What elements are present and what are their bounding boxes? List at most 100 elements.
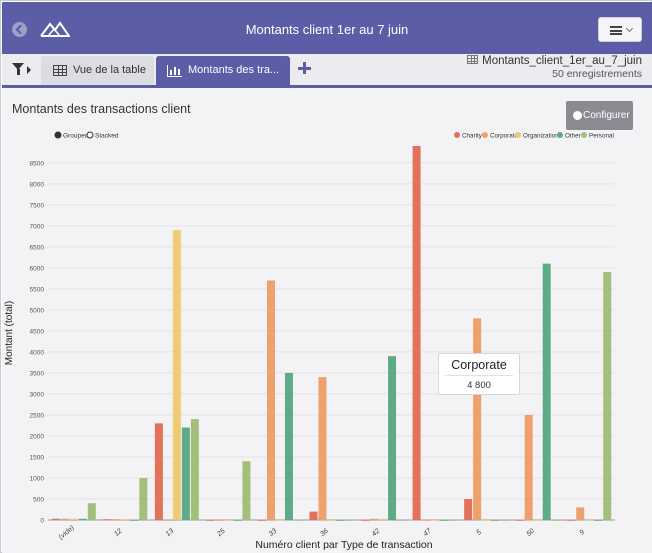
main-menu-button[interactable] xyxy=(598,17,642,42)
legend-item: Other xyxy=(565,133,581,140)
y-tick-label: 3500 xyxy=(30,370,45,377)
bar xyxy=(430,520,439,521)
caret-right-icon xyxy=(27,66,31,74)
bar xyxy=(567,520,576,521)
bar xyxy=(172,230,181,521)
bar xyxy=(112,519,121,520)
bar xyxy=(130,520,139,521)
add-tab-button[interactable] xyxy=(298,62,312,76)
tab-label: Vue de la table xyxy=(73,64,146,76)
chevron-down-icon xyxy=(625,24,634,33)
y-tick-label: 2500 xyxy=(30,412,45,419)
bar-chart-icon xyxy=(167,65,182,77)
bar xyxy=(336,520,345,521)
y-tick-label: 0 xyxy=(40,518,44,525)
bar xyxy=(388,356,397,520)
dataset-info: Montants_client_1er_au_7_juin 50 enregis… xyxy=(467,55,642,80)
x-tick-label: 25 xyxy=(215,528,226,539)
x-tick-label: 12 xyxy=(113,528,124,538)
mountain-logo-icon xyxy=(40,21,70,37)
tab-bar: Vue de la table Montants des tra... Mont… xyxy=(2,54,652,85)
toggle-label: Stacked xyxy=(95,133,119,140)
bar xyxy=(482,520,491,521)
y-tick-label: 8500 xyxy=(30,160,45,167)
toggle-label: Grouped xyxy=(63,133,89,140)
bar xyxy=(233,520,242,521)
y-tick-label: 2000 xyxy=(30,433,45,440)
dataset-link[interactable]: Montants_client_1er_au_7_juin xyxy=(467,55,642,67)
legend-item: Charity xyxy=(462,133,483,140)
bar xyxy=(275,520,284,521)
bar xyxy=(318,377,327,520)
legend-swatch xyxy=(557,132,563,138)
filter-button[interactable] xyxy=(12,63,34,77)
bar xyxy=(397,520,406,521)
table-icon xyxy=(53,65,67,76)
bar xyxy=(361,520,370,521)
legend-swatch xyxy=(581,132,587,138)
y-tick-label: 3000 xyxy=(30,391,45,398)
bar xyxy=(491,520,500,521)
configure-label: Configurer xyxy=(583,110,630,121)
bar xyxy=(242,461,251,520)
tab-chart-view[interactable]: Montants des tra... xyxy=(156,56,290,85)
bar xyxy=(542,263,551,520)
bar xyxy=(60,518,69,520)
bar xyxy=(448,520,457,521)
x-tick-label: 50 xyxy=(525,528,536,538)
filter-icon xyxy=(12,63,24,70)
y-tick-label: 1500 xyxy=(30,454,45,461)
bar xyxy=(78,518,87,520)
dataset-name: Montants_client_1er_au_7_juin xyxy=(482,55,642,67)
app-title: Montants client 1er au 7 juin xyxy=(245,22,409,37)
bar xyxy=(473,318,482,520)
x-axis-label: Numéro client par Type de transaction xyxy=(255,539,432,551)
bar xyxy=(190,419,199,520)
bar xyxy=(51,518,60,520)
back-icon[interactable] xyxy=(12,22,27,37)
bar xyxy=(345,520,354,521)
tooltip-series: Corporate xyxy=(451,358,507,372)
chart-tooltip: Corporate 4 800 xyxy=(438,353,520,395)
bar xyxy=(154,423,163,520)
configure-button[interactable]: Configurer xyxy=(566,101,633,130)
y-tick-label: 4000 xyxy=(30,349,45,356)
x-tick-label: (vide) xyxy=(58,525,76,542)
toggle-radio xyxy=(54,131,62,139)
bar xyxy=(121,519,130,520)
tab-label: Montants des tra... xyxy=(188,64,280,76)
bar xyxy=(576,507,585,520)
x-tick-label: 5 xyxy=(475,529,483,537)
toggle-radio xyxy=(86,131,94,139)
hamburger-icon xyxy=(610,26,622,35)
bar xyxy=(181,427,190,520)
bar xyxy=(412,146,421,520)
tooltip-value: 4 800 xyxy=(467,380,491,391)
bar xyxy=(163,520,172,521)
chart-panel: Montants des transactions client Configu… xyxy=(2,88,652,553)
tab-bar-underline xyxy=(2,85,652,88)
bar xyxy=(224,520,233,521)
y-tick-label: 1000 xyxy=(30,475,45,482)
x-tick-label: 9 xyxy=(579,529,587,537)
bar xyxy=(439,520,448,521)
x-tick-label: 36 xyxy=(319,528,330,538)
chart-title: Montants des transactions client xyxy=(12,102,191,116)
record-count: 50 enregistrements xyxy=(552,68,642,80)
top-bar: Montants client 1er au 7 juin xyxy=(2,2,652,54)
bar xyxy=(257,520,266,521)
y-tick-label: 6500 xyxy=(30,244,45,251)
gear-icon xyxy=(573,111,582,120)
y-tick-label: 5000 xyxy=(30,307,45,314)
bar xyxy=(266,280,275,520)
bar xyxy=(594,520,603,521)
bar-chart: 0 500 1000 1500 2000 2500 3000 3500 4000 4500 5000… xyxy=(4,131,615,551)
bar xyxy=(464,498,473,520)
x-tick-label: 13 xyxy=(165,528,176,538)
y-tick-label: 5500 xyxy=(30,286,45,293)
tab-table-view[interactable]: Vue de la table xyxy=(41,56,154,85)
bar xyxy=(500,520,509,521)
y-tick-label: 6000 xyxy=(30,265,45,272)
bar xyxy=(551,520,560,521)
